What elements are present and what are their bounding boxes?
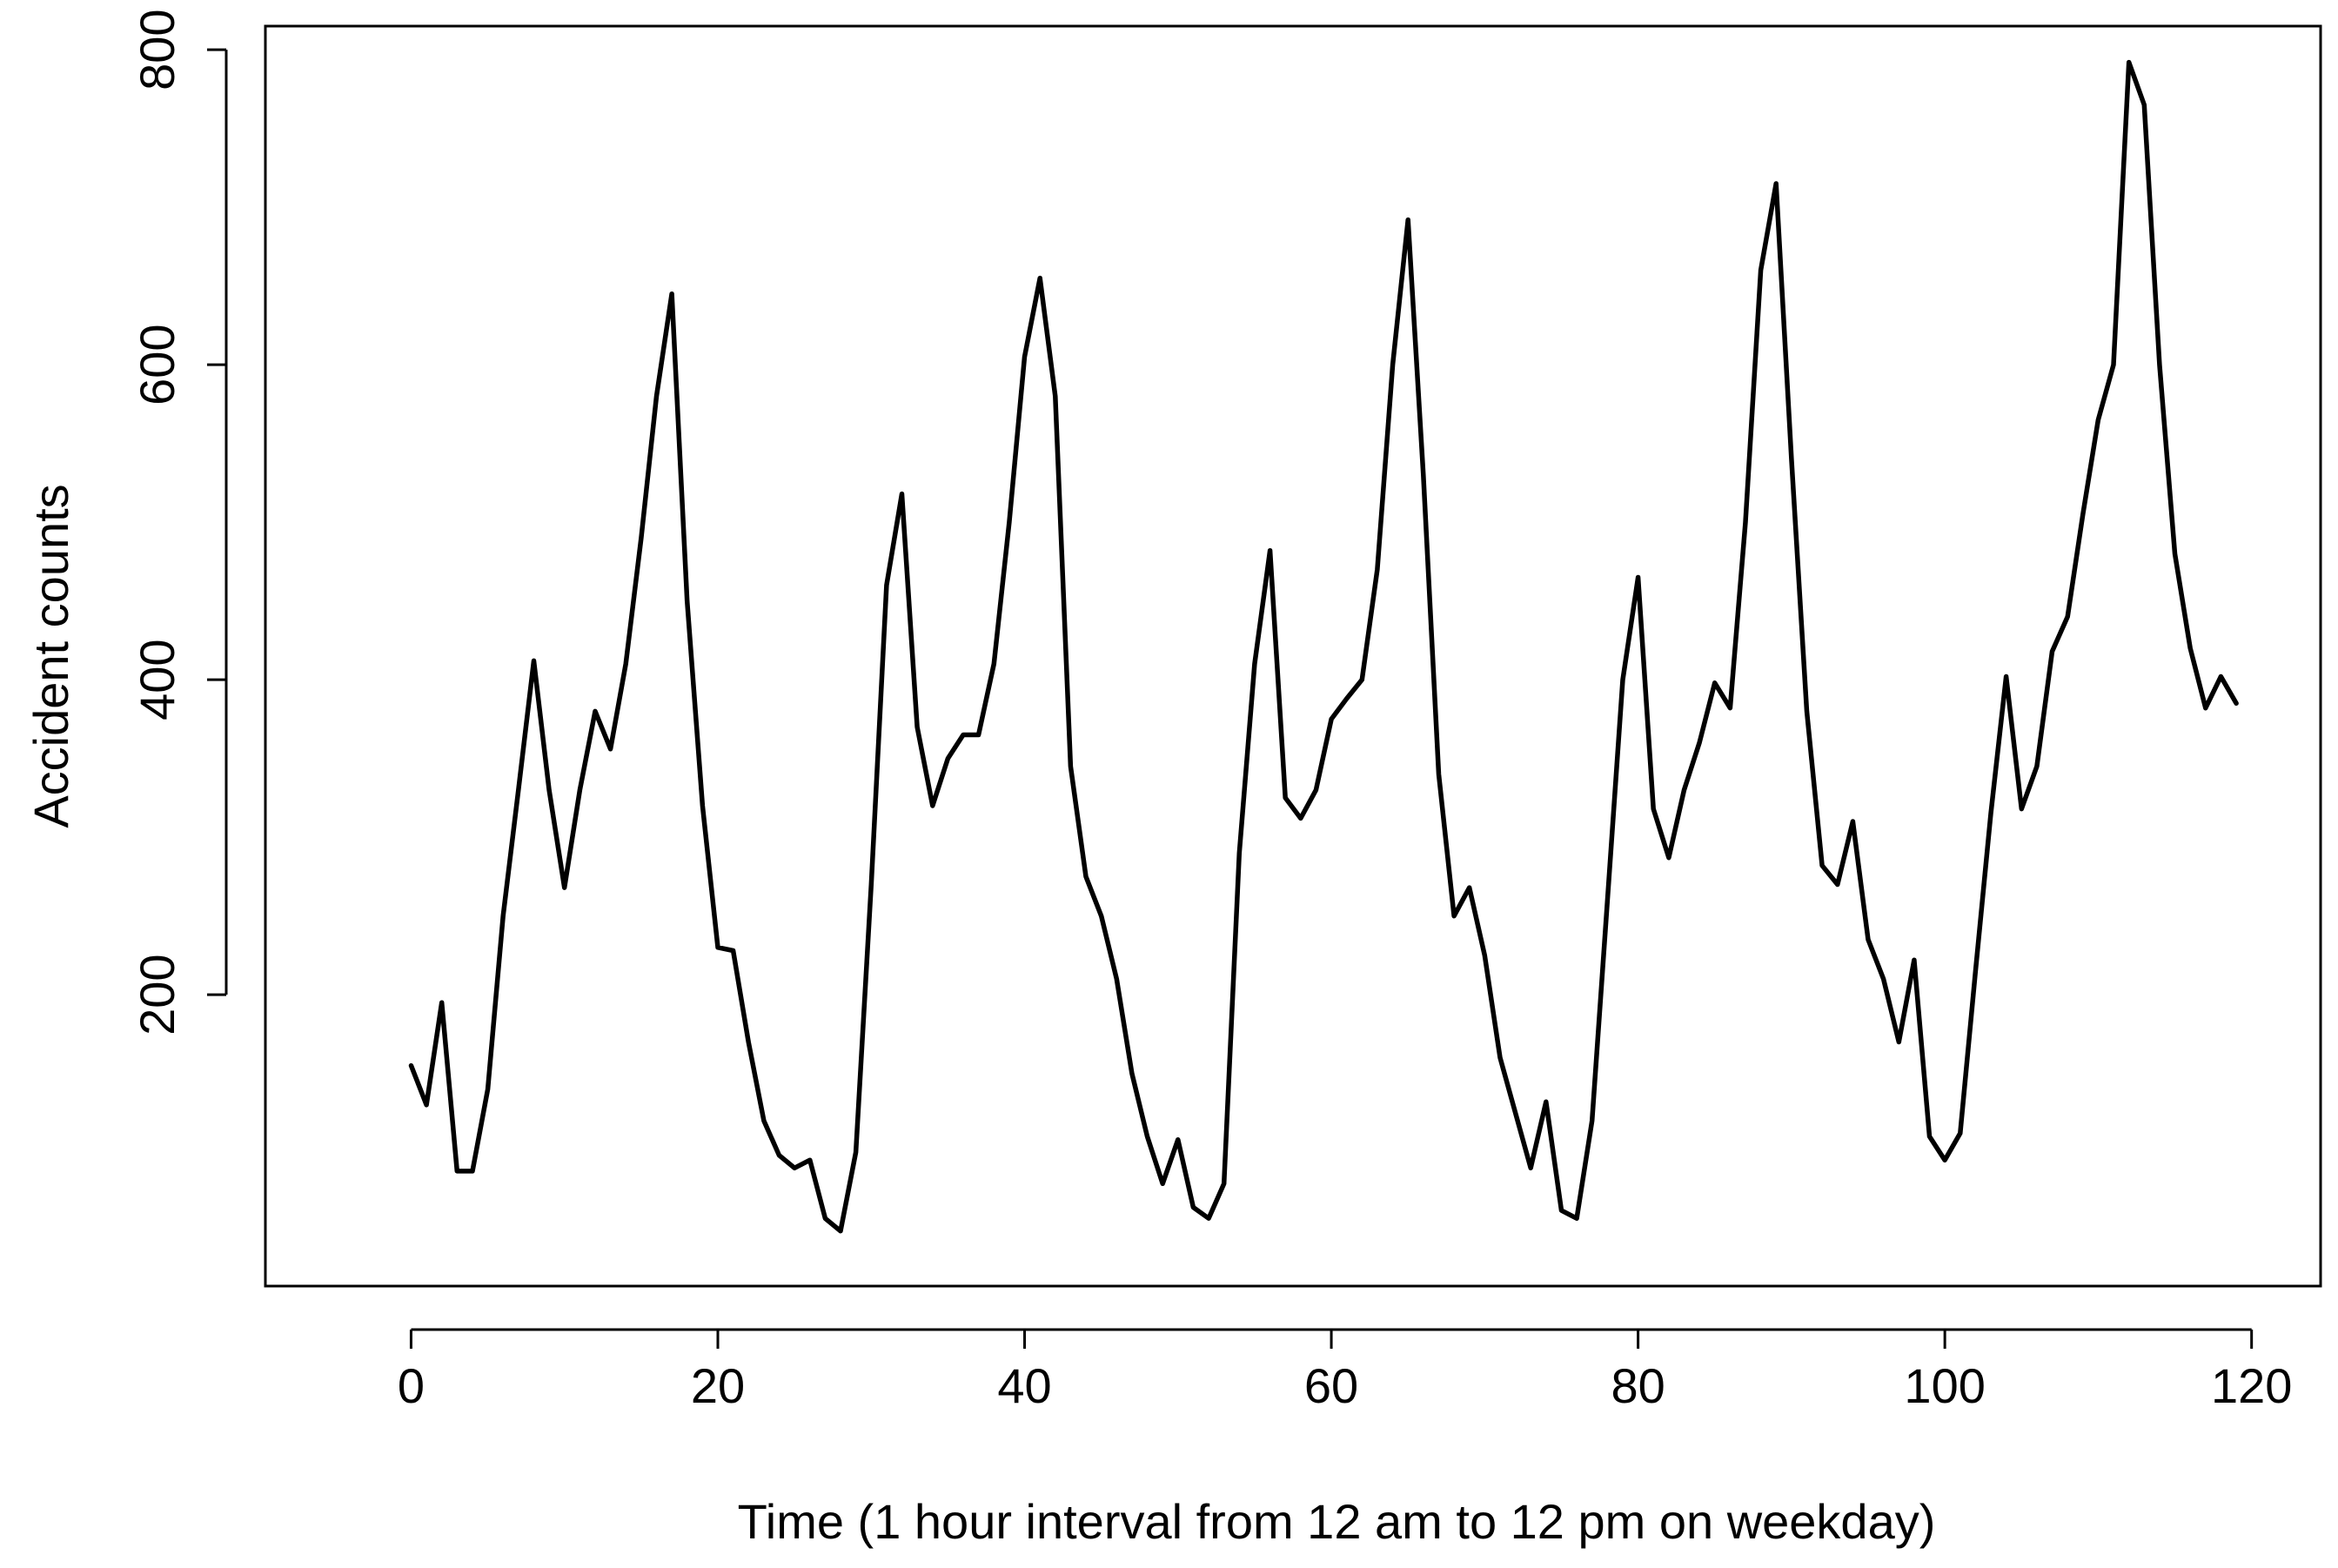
x-tick-label: 0 xyxy=(398,1358,425,1413)
y-axis-title: Accident counts xyxy=(23,484,78,828)
y-tick-label: 400 xyxy=(130,639,184,720)
accident-counts-line xyxy=(408,59,2239,1234)
x-tick-label: 40 xyxy=(997,1358,1051,1413)
plot-frame xyxy=(264,24,2322,1288)
x-axis: 0 20 40 60 80 100 120 xyxy=(398,1328,2292,1413)
y-axis: 200 400 600 800 xyxy=(130,9,228,1035)
x-tick-label: 60 xyxy=(1304,1358,1358,1413)
y-tick-label: 600 xyxy=(130,324,184,405)
y-tick-label: 800 xyxy=(130,9,184,90)
x-tick-label: 80 xyxy=(1611,1358,1665,1413)
x-tick-label: 20 xyxy=(691,1358,745,1413)
x-tick-label: 100 xyxy=(1904,1358,1985,1413)
x-tick-label: 120 xyxy=(2211,1358,2292,1413)
x-axis-title: Time (1 hour interval from 12 am to 12 p… xyxy=(738,1494,1936,1549)
y-tick-label: 200 xyxy=(130,954,184,1035)
